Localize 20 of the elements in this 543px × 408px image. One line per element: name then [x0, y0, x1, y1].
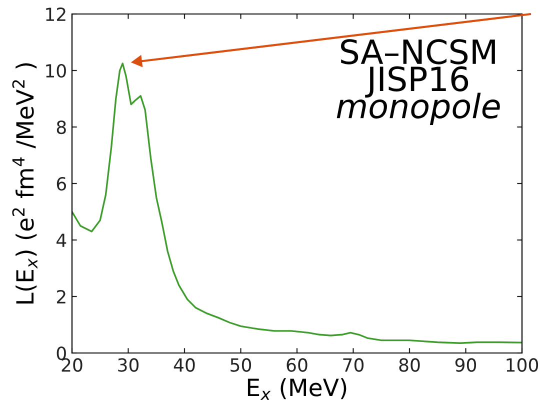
y-tick-label: 12: [46, 7, 66, 21]
x-tick-label: 80: [399, 358, 420, 372]
y-tick-label: 8: [56, 120, 66, 134]
x-tick-label: 40: [174, 358, 195, 372]
x-tick-label: 70: [343, 358, 364, 372]
x-tick-label: 20: [62, 358, 82, 372]
y-tick-label: 0: [56, 346, 66, 360]
x-tick-label: 100: [506, 358, 538, 372]
annotation: SA–NCSM: [341, 39, 495, 64]
x-tick-label: 30: [118, 358, 139, 372]
x-tick-label: 50: [230, 358, 252, 372]
y-tick-label: 4: [56, 234, 66, 247]
text: L(E$_{x}$) (e$^{2}$ fm$^{4}$ /MeV$^{2}$ ): [12, 63, 38, 304]
x-tick-label: 90: [455, 358, 476, 372]
y-tick-label: 6: [56, 176, 66, 191]
y-tick-label: 10: [46, 64, 66, 78]
x-tick-label: 60: [286, 358, 308, 372]
x-axis-title: E$_{x}$ (MeV): [248, 378, 346, 400]
line-series: [72, 62, 522, 344]
y-tick-label: 2: [56, 290, 66, 304]
